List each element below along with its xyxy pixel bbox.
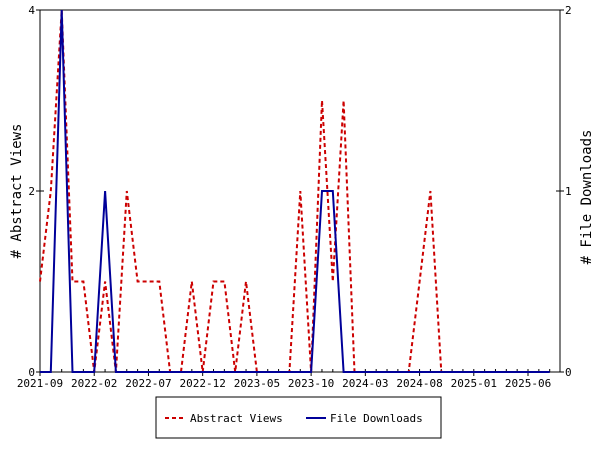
y-right-tick-label: 2 xyxy=(565,4,572,17)
x-axis-ticks: 2021-09 2022-02 2022-07 2022-12 2023-05 2023-… xyxy=(17,369,551,390)
x-tick-label: 2022-12 xyxy=(179,377,225,390)
y-left-tick-label: 2 xyxy=(28,185,35,198)
y-right-tick-label: 1 xyxy=(565,185,572,198)
x-tick-label: 2024-08 xyxy=(396,377,442,390)
y-left-axis-title: # Abstract Views xyxy=(9,124,25,259)
y-left-tick-label: 4 xyxy=(28,4,35,17)
x-tick-label: 2022-02 xyxy=(71,377,117,390)
x-tick-label: 2023-05 xyxy=(234,377,280,390)
legend-label-abstract-views: Abstract Views xyxy=(190,412,283,425)
x-tick-label: 2021-09 xyxy=(17,377,63,390)
y-right-tick-label: 0 xyxy=(565,366,572,379)
series-layer xyxy=(39,9,550,373)
y-right-axis-title: # File Downloads xyxy=(579,130,595,265)
legend-box xyxy=(155,396,442,439)
series-line-file-downloads xyxy=(40,9,550,373)
x-tick-label: 2025-01 xyxy=(451,377,497,390)
x-tick-label: 2025-06 xyxy=(505,377,551,390)
series-line-abstract-views xyxy=(39,9,550,373)
legend-label-file-downloads: File Downloads xyxy=(330,412,423,425)
x-tick-label: 2022-07 xyxy=(125,377,171,390)
x-tick-label: 2024-03 xyxy=(342,377,388,390)
x-tick-label: 2023-10 xyxy=(288,377,334,390)
y-left-tick-label: 0 xyxy=(28,366,35,379)
legend: Abstract Views File Downloads xyxy=(155,396,442,439)
